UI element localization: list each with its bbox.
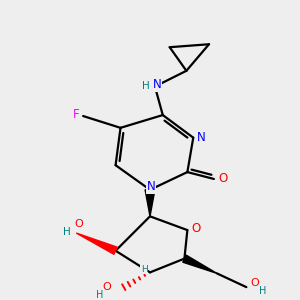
Text: N: N bbox=[197, 131, 206, 144]
Text: H: H bbox=[142, 80, 150, 91]
Text: O: O bbox=[75, 219, 84, 229]
Text: O: O bbox=[102, 282, 111, 292]
Text: N: N bbox=[152, 78, 161, 91]
Text: H: H bbox=[62, 227, 70, 237]
Polygon shape bbox=[183, 255, 217, 273]
Text: H: H bbox=[96, 290, 104, 300]
Text: O: O bbox=[192, 222, 201, 235]
Text: H: H bbox=[260, 286, 267, 296]
Text: N: N bbox=[147, 180, 155, 193]
Text: H: H bbox=[141, 265, 148, 274]
Polygon shape bbox=[145, 190, 155, 216]
Polygon shape bbox=[76, 233, 117, 254]
Text: O: O bbox=[218, 172, 227, 185]
Text: O: O bbox=[251, 278, 260, 288]
Text: F: F bbox=[73, 108, 80, 121]
